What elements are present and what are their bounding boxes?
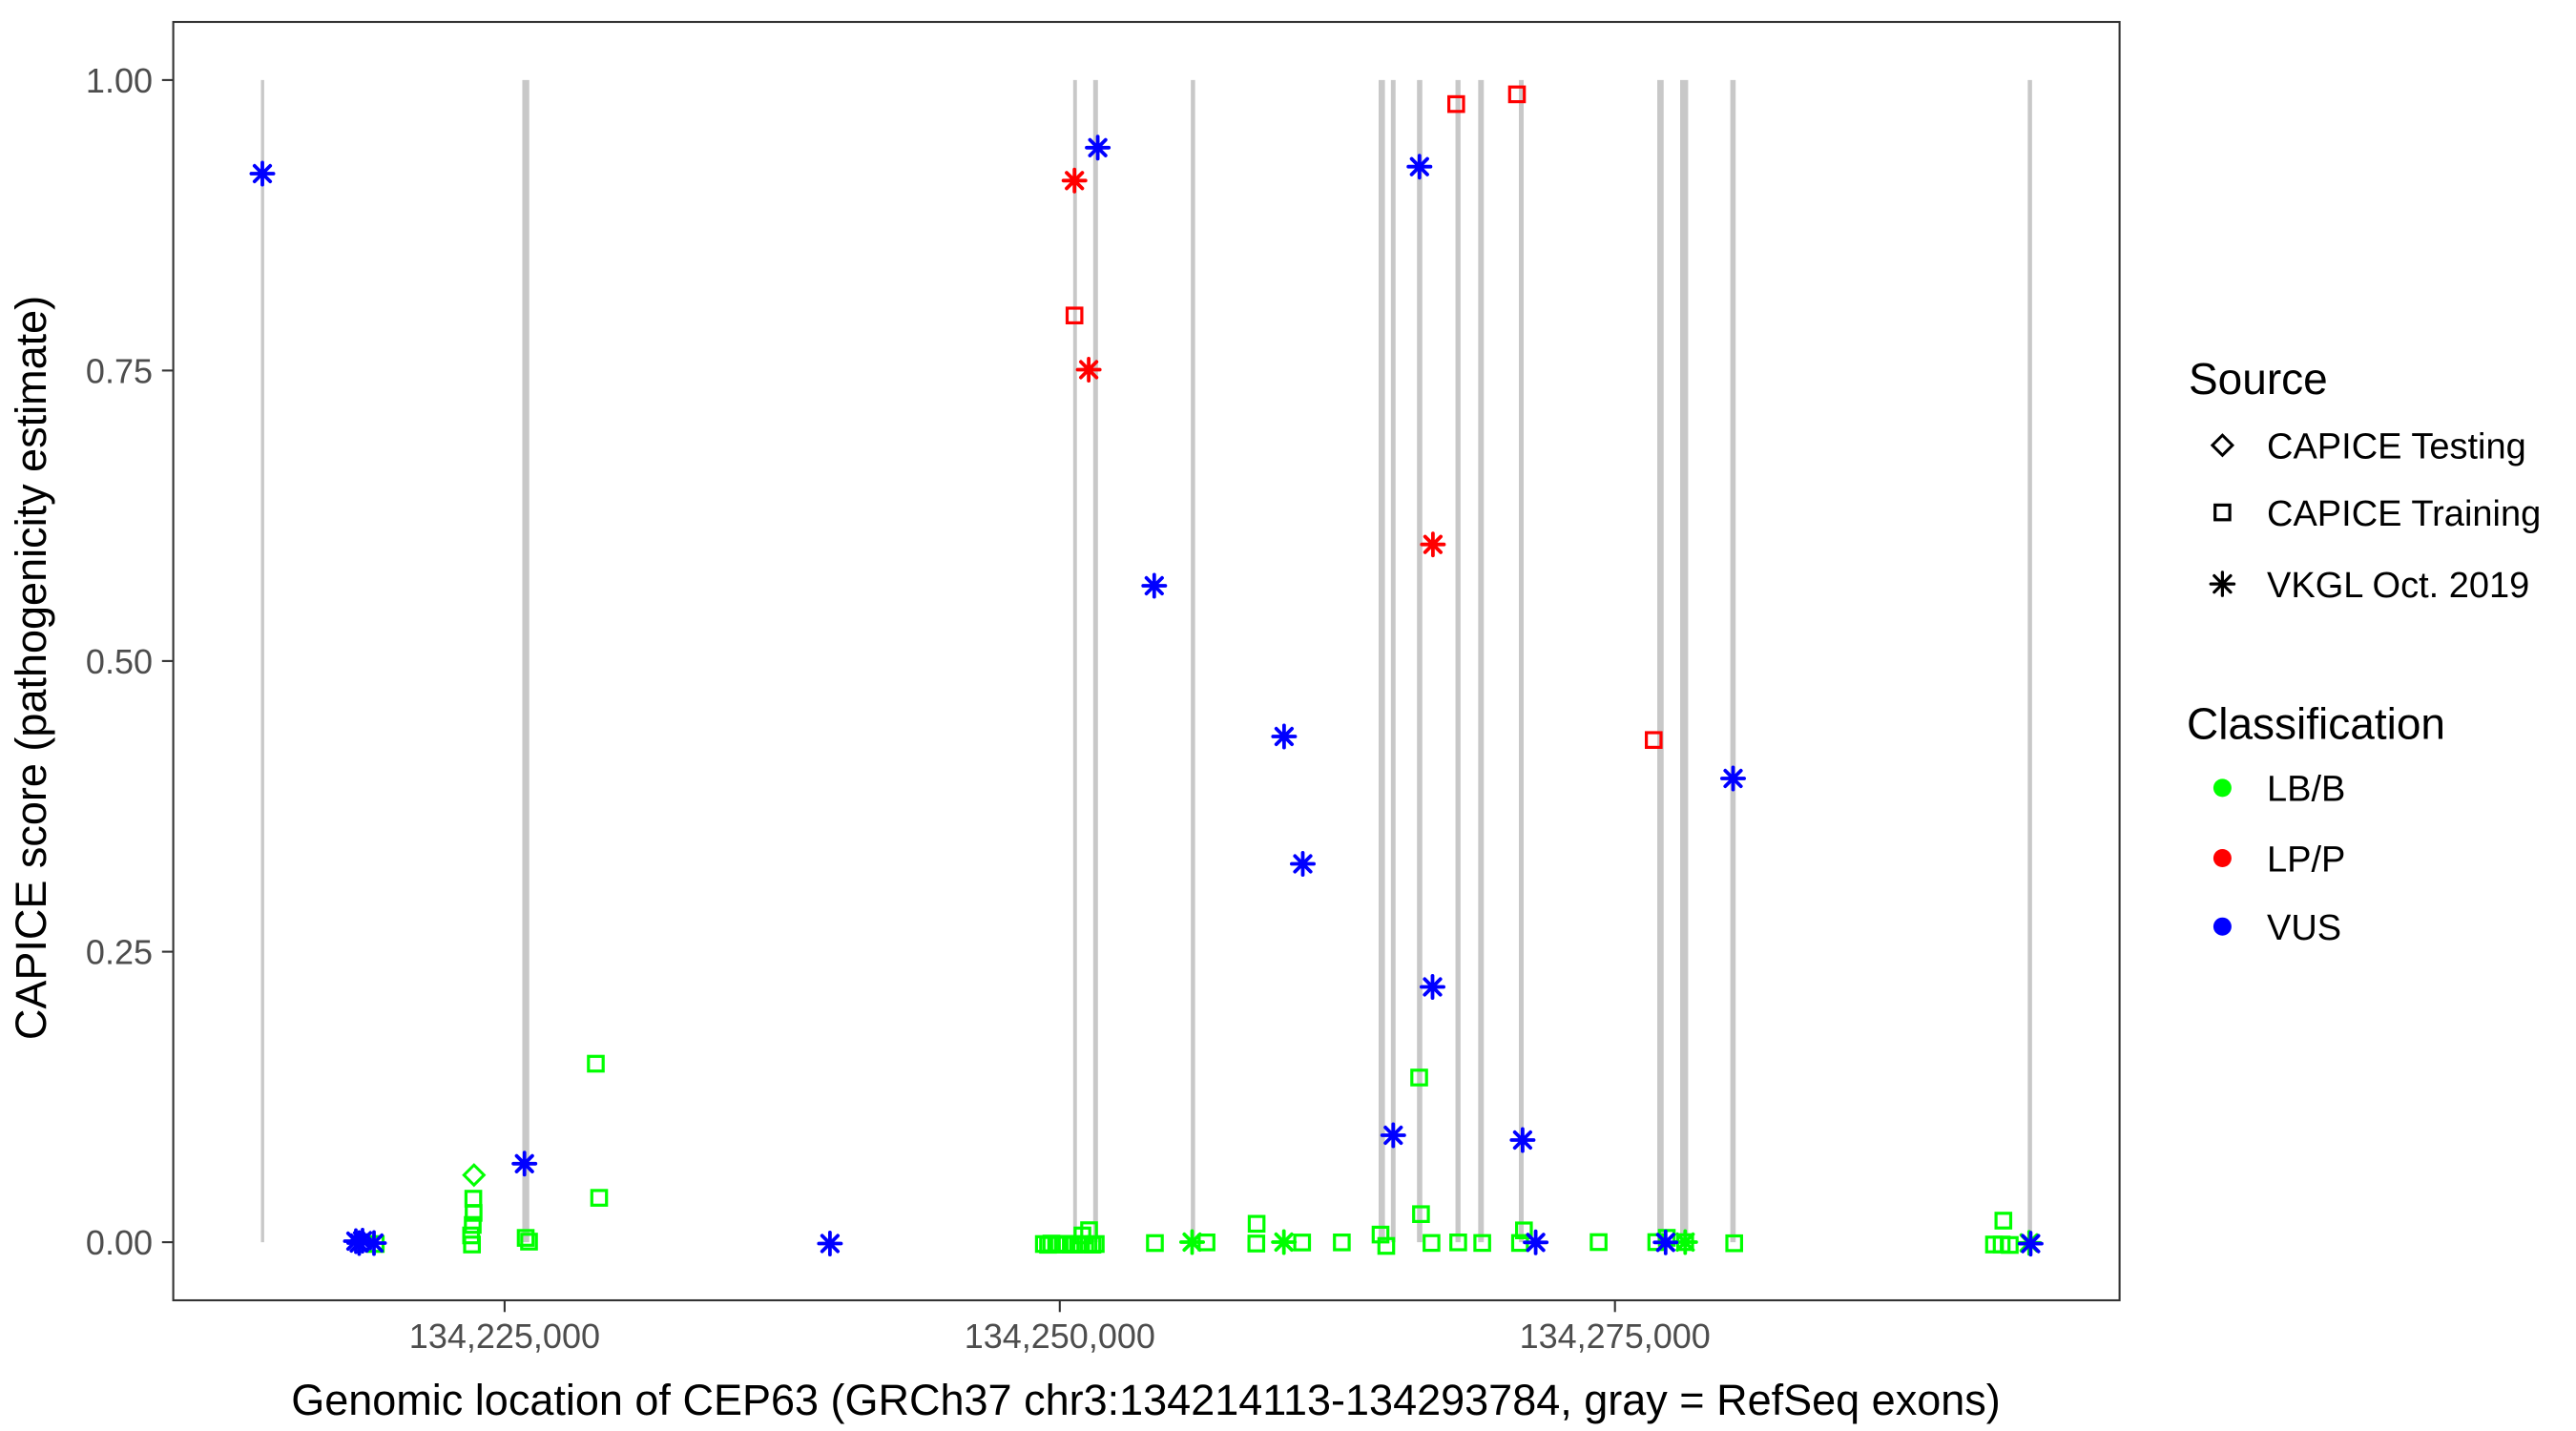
svg-text:CAPICE Training: CAPICE Training [2267, 494, 2541, 534]
svg-text:134,275,000: 134,275,000 [1520, 1317, 1711, 1356]
svg-text:Classification: Classification [2187, 699, 2445, 749]
svg-text:0.25: 0.25 [86, 933, 153, 972]
svg-text:VKGL Oct. 2019: VKGL Oct. 2019 [2267, 566, 2529, 606]
svg-text:LB/B: LB/B [2267, 770, 2345, 810]
svg-text:1.00: 1.00 [86, 61, 153, 100]
svg-text:0.75: 0.75 [86, 351, 153, 390]
svg-text:LP/P: LP/P [2267, 840, 2345, 880]
svg-text:VUS: VUS [2267, 908, 2341, 948]
svg-text:Source: Source [2189, 354, 2328, 404]
svg-text:Genomic location of CEP63 (GRC: Genomic location of CEP63 (GRCh37 chr3:1… [291, 1376, 2001, 1424]
svg-text:134,225,000: 134,225,000 [409, 1317, 600, 1356]
svg-text:0.50: 0.50 [86, 642, 153, 681]
svg-text:0.00: 0.00 [86, 1223, 153, 1262]
svg-text:CAPICE Testing: CAPICE Testing [2267, 427, 2526, 467]
svg-text:134,250,000: 134,250,000 [965, 1317, 1155, 1356]
svg-text:CAPICE score (pathogenicity es: CAPICE score (pathogenicity estimate) [7, 296, 55, 1040]
